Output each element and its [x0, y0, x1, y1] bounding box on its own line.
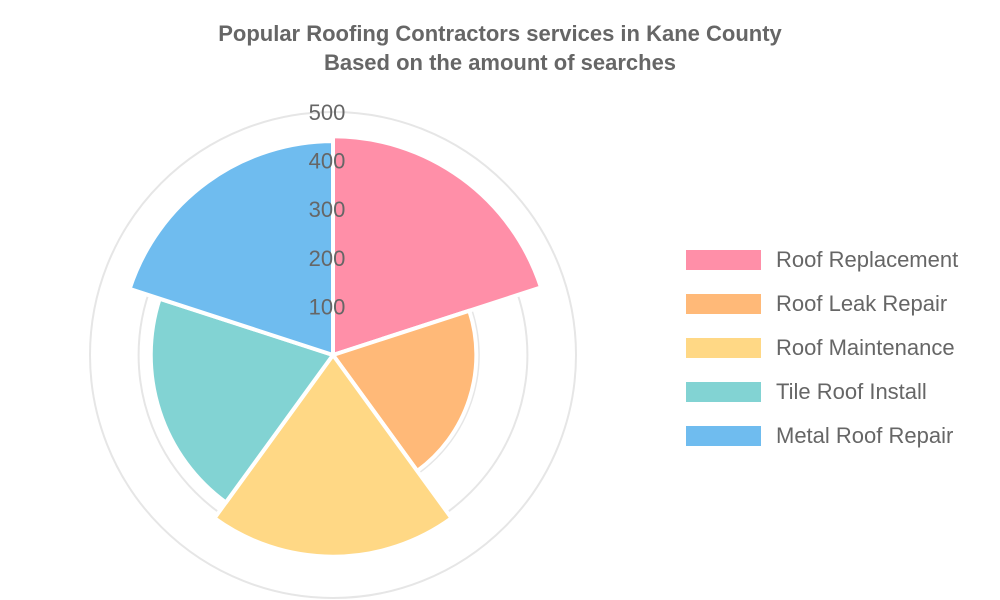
legend-label: Tile Roof Install: [776, 379, 927, 404]
tick-label-200: 200: [309, 246, 346, 271]
legend-item[interactable]: Metal Roof Repair: [686, 424, 958, 468]
legend-swatch: [686, 294, 761, 314]
tick-label-100: 100: [309, 294, 346, 319]
chart-legend: Roof Replacement Roof Leak Repair Roof Mai…: [686, 248, 958, 468]
legend-label: Roof Replacement: [776, 247, 959, 272]
legend-label: Roof Maintenance: [776, 335, 955, 360]
sector-metal-roof-repair[interactable]: [127, 139, 335, 357]
tick-label-300: 300: [309, 197, 346, 222]
legend-item[interactable]: Roof Replacement: [686, 248, 958, 292]
legend-swatch: [686, 250, 761, 270]
sector-roof-maintenance[interactable]: [212, 353, 454, 559]
tick-label-400: 400: [309, 149, 346, 174]
sector-roof-leak-repair[interactable]: [331, 308, 479, 473]
legend-label: Metal Roof Repair: [776, 423, 954, 448]
sector-tile-roof-install[interactable]: [148, 296, 335, 505]
legend-swatch: [686, 426, 761, 446]
legend-item[interactable]: Tile Roof Install: [686, 380, 958, 424]
legend-swatch: [686, 382, 761, 402]
tick-label-500: 500: [309, 100, 346, 125]
legend-label: Roof Leak Repair: [776, 291, 948, 316]
chart-subtitle: Based on the amount of searches: [323, 50, 677, 75]
legend-item[interactable]: Roof Maintenance: [686, 336, 958, 380]
legend-swatch: [686, 338, 761, 358]
sector-roof-replacement[interactable]: [331, 134, 543, 357]
grid-circle-500: [89, 111, 577, 599]
chart-title: Popular Roofing Contractors services in …: [218, 21, 782, 46]
legend-item[interactable]: Roof Leak Repair: [686, 292, 958, 336]
